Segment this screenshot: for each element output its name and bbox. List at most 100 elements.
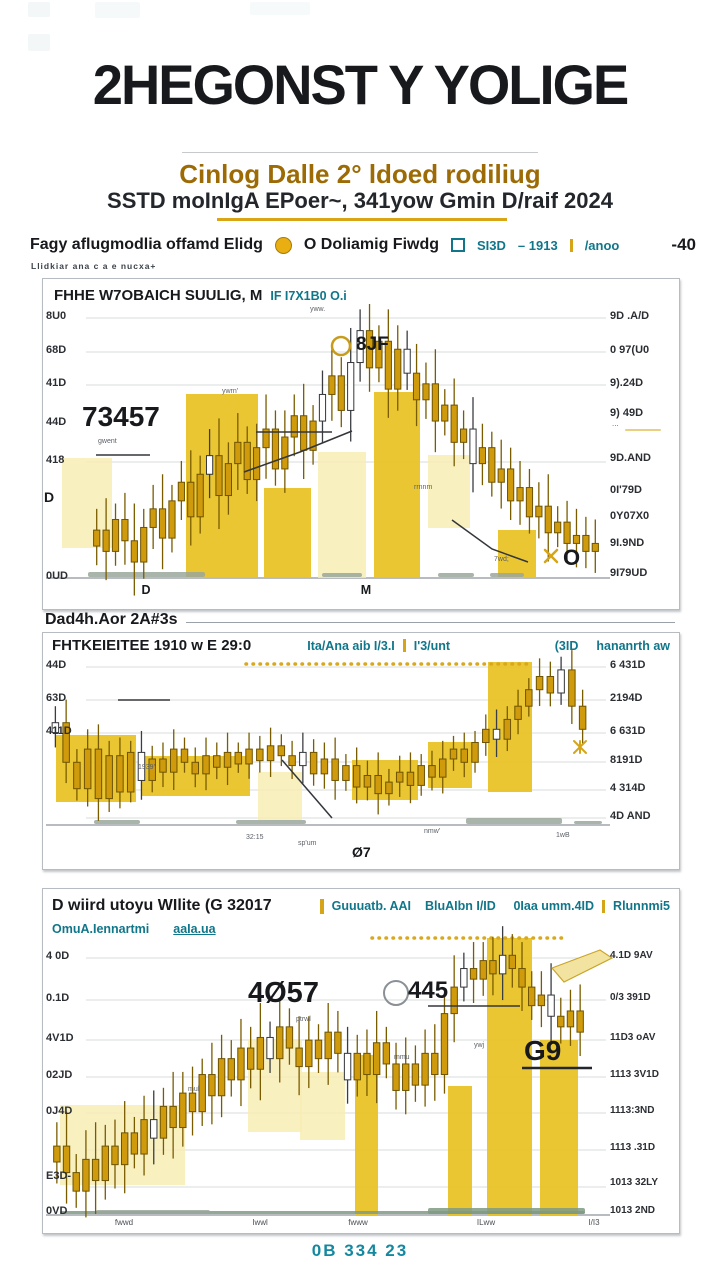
y-axis-tick-right: 4.1D 9AV: [610, 950, 653, 961]
y-axis-tick-left: 8U0: [46, 310, 67, 322]
chart-annotation: rrnnm: [414, 484, 433, 491]
y-axis-tick-right: 9) 49D: [610, 407, 644, 419]
y-axis-tick-right: 0 97(U0: [610, 344, 650, 356]
panel1-title-ticker: IF I7X1B0 O.i: [270, 288, 347, 303]
y-axis-tick-left: 411D: [46, 725, 72, 737]
y-axis-tick-left: 418: [46, 454, 65, 466]
chart-annotation: ...: [612, 419, 619, 428]
chart-annotation: sp'um: [298, 840, 317, 847]
legend-subtext: Llidkiar ana c a e nucxa+: [31, 261, 157, 271]
subtitle-dark: SSTD moInIgA EPoer~, 341yow Gmin D/raif …: [107, 188, 613, 213]
x-axis-tick: M: [360, 583, 372, 597]
chart-annotation: nmw': [424, 828, 441, 835]
legend-row: Fagy aflugmodlia offamd Elidg O Doliamig…: [30, 235, 696, 255]
y-axis-tick-right: 8191D: [610, 754, 643, 766]
y-axis-tick-right: 2194D: [610, 692, 643, 704]
artifact-smudge: [95, 2, 140, 18]
panel3-legend-1: Guuuatb. AAI: [331, 899, 411, 913]
y-axis-tick-right: 1013 2ND: [610, 1205, 656, 1216]
legend-series-1-label: Fagy aflugmodlia offamd Elidg: [30, 236, 263, 253]
legend-value: -40: [671, 235, 696, 254]
panel2-title: FHTKEIEITEE 1910 w E 29:0: [52, 637, 252, 654]
chart-annotation: G9: [524, 1035, 562, 1066]
chart-annotation: ywj: [474, 1042, 485, 1049]
chart-annotation: mmu: [394, 1054, 410, 1061]
y-axis-tick-left: 41D: [46, 377, 67, 389]
footer-code: 0B 334 23: [311, 1241, 409, 1260]
chart-annotation: O: [563, 545, 581, 570]
y-axis-tick-right: 6 431D: [610, 659, 646, 671]
y-axis-tick-left: 0UD: [46, 570, 69, 582]
panel3-sublegend-1: OmuA.Iennartmi: [52, 922, 150, 936]
gold-separator-icon: [569, 238, 573, 252]
y-axis-tick-right: 4D AND: [610, 810, 651, 822]
y-axis-tick-right: 1113 3V1D: [610, 1069, 659, 1080]
legend-series-2-label: O Doliamig Fiwdg: [303, 236, 440, 253]
y-axis-tick-left: 44D: [46, 416, 67, 428]
y-axis-tick-left: 0.1D: [46, 992, 70, 1004]
y-axis-tick-right: 9D .A/D: [610, 310, 650, 322]
panel3-sublegend-2: aaIa.ua: [173, 922, 216, 936]
teal-square-icon: [451, 238, 466, 252]
chart-annotation: 4Ø57: [248, 977, 319, 1009]
chart-annotation: 7wd;: [494, 556, 509, 563]
section-rule-line: [185, 621, 675, 623]
legend-series-4-label: – 1913: [517, 237, 558, 253]
y-axis-tick-left: 02JD: [46, 1069, 73, 1081]
y-axis-tick-right: 9I.9ND: [610, 537, 645, 549]
y-axis-tick-left: 44D: [46, 659, 67, 671]
y-axis-tick-right: 1013 32LY: [610, 1177, 659, 1188]
gold-divider-line: [217, 218, 507, 221]
gold-separator-icon: [402, 639, 406, 652]
panel3-legend-4: Rlunnmi5: [613, 899, 670, 913]
panel2-legend-3: (3ID: [554, 638, 579, 653]
y-axis-tick-left: 4 0D: [46, 950, 70, 962]
y-axis-tick-left: 68D: [46, 344, 67, 356]
x-axis-tick: ILww: [476, 1218, 496, 1227]
panel1-title: FHHE W7OBAICH SUULIG, M: [54, 287, 263, 304]
chart-annotation: gwent: [98, 438, 117, 445]
chart-panel-top: [42, 278, 680, 610]
chart-annotation: ywrn': [222, 388, 239, 395]
panel2-legend-2: I'3/unt: [413, 638, 451, 653]
x-axis-tick: D: [141, 583, 151, 597]
y-axis-tick-left: 0J4D: [46, 1105, 73, 1117]
chart-annotation: 445: [408, 977, 449, 1004]
chart-annotation: 73457: [82, 401, 160, 432]
divider-line: [182, 152, 538, 153]
x-axis-tick: fwwd: [114, 1218, 134, 1227]
panel3-header: D wiird utoyu WIlite (G 32017 Guuuatb. A…: [52, 897, 670, 915]
x-axis-tick: fwww: [348, 1218, 368, 1227]
legend-series-5-label: /anoo: [584, 237, 620, 253]
y-axis-tick-right: 1113 .31D: [610, 1142, 656, 1153]
y-axis-tick-right: 11D3 oAV: [610, 1032, 656, 1043]
y-axis-tick-right: 9I79UD: [610, 567, 648, 579]
section-label: Dad4h.Aor 2A#3s: [45, 611, 178, 628]
chart-panel-bottom: [42, 888, 680, 1234]
panel2-header: FHTKEIEITEE 1910 w E 29:0 Ita/Ana aib I/…: [52, 637, 670, 654]
page-title: 2HEGONST Y YOLIGE: [92, 53, 629, 116]
chart-annotation: Ø7: [352, 844, 371, 860]
y-axis-tick-right: 4 314D: [610, 782, 646, 794]
section-label-row: Dad4h.Aor 2A#3s: [45, 611, 675, 629]
y-axis-tick-left: 0VD: [46, 1205, 68, 1217]
x-axis-tick: Iwwl: [252, 1218, 268, 1227]
chart-annotation: mul: [188, 1086, 200, 1093]
chart-annotation: ptrwl: [296, 1016, 311, 1023]
chart-annotation: 8JF: [356, 334, 389, 355]
y-axis-tick-right: 9).24D: [610, 377, 644, 389]
subtitle-gold: Cinlog Dalle 2° ldoed rodiliug: [179, 159, 541, 189]
panel3-title: D wiird utoyu WIlite (G 32017: [52, 897, 272, 914]
x-axis-tick: I/I3: [588, 1218, 600, 1227]
panel3-legend-2: BluAIbn I/ID: [424, 899, 496, 913]
chart-annotation: yww.: [310, 306, 326, 313]
chart-annotation: 1939': [138, 764, 155, 771]
legend-series-3-label: SI3D: [477, 237, 506, 253]
panel3-subheader: OmuA.Iennartmi aaIa.ua: [52, 922, 216, 936]
y-axis-tick-left: E3D-: [46, 1170, 72, 1182]
panel2-legend-1: Ita/Ana aib I/3.I: [307, 638, 395, 653]
panel3-legend-3: 0Iaa umm.4ID: [513, 899, 595, 913]
panel1-header: FHHE W7OBAICH SUULIG, M IF I7X1B0 O.i: [54, 287, 347, 304]
artifact-smudge: [28, 34, 50, 51]
chart-annotation: D: [44, 489, 55, 505]
